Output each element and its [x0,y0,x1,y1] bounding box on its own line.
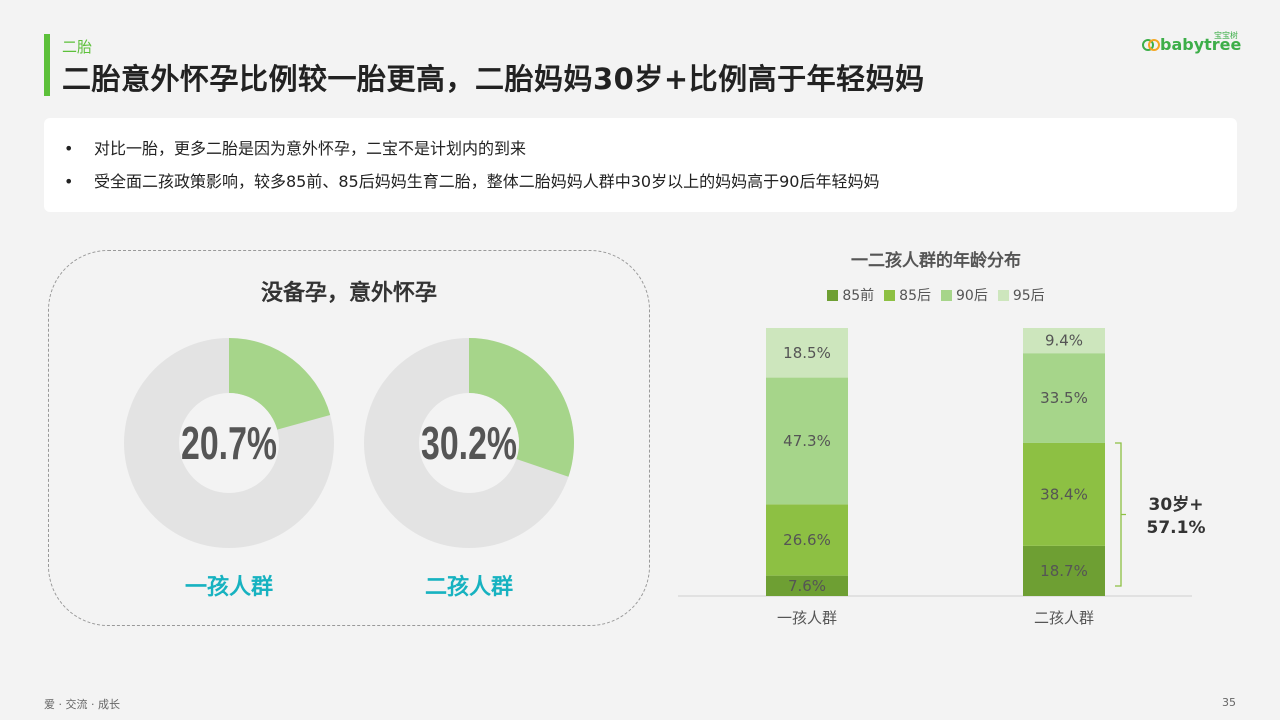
donut-category-label: 二孩人群 [425,574,513,600]
bar-segment [766,504,848,576]
annotation-line1: 30岁+ [1149,494,1204,515]
bar-legend: 85前 85后 90后 95后 [680,285,1192,305]
bullet-item: • 受全面二孩政策影响，较多85前、85后妈妈生育二胎，整体二胎妈妈人群中30岁以… [64,172,880,191]
logo-text: babytree [1160,35,1242,54]
x-tick-label: 一孩人群 [777,609,837,627]
bar-segment [766,328,848,378]
legend-item-95: 95后 [997,285,1045,305]
donut-slice [229,338,331,430]
bar-segment [1023,328,1105,354]
bar-value-label: 9.4% [1045,332,1083,350]
page-title: 二胎意外怀孕比例较一胎更高，二胎妈妈30岁+比例高于年轻妈妈 [62,62,925,96]
donut-2: 30.2% 二孩人群 [364,338,574,600]
accent-bar [44,34,50,96]
donut-value-label: 30.2% [421,417,517,469]
footer-slogan: 爱 · 交流 · 成长 [44,698,120,711]
bar-value-label: 33.5% [1040,389,1088,407]
bar-value-label: 26.6% [783,531,831,549]
summary-box: • 对比一胎，更多二胎是因为意外怀孕，二宝不是计划内的到来 • 受全面二孩政策影响，… [44,118,1237,212]
bar-segment [766,575,848,596]
bullet-item: • 对比一胎，更多二胎是因为意外怀孕，二宝不是计划内的到来 [64,139,527,158]
annotation-line2: 57.1% [1147,518,1206,538]
donut-hole [179,393,279,493]
babytree-logo: babytree 宝宝树 [1142,31,1242,58]
tree-logo-icon [1142,39,1160,51]
bar-segment [1023,353,1105,443]
bracket-annotation [1115,442,1126,587]
donut-category-label: 一孩人群 [185,574,273,600]
donut-1: 20.7% 一孩人群 [124,338,334,600]
bar-value-label: 7.6% [788,577,826,595]
bar-stack-1: 7.6% 26.6% 47.3% 18.5% [766,328,848,596]
logo-sup: 宝宝树 [1214,31,1238,40]
bar-stack-2: 18.7% 38.4% 33.5% 9.4% [1023,328,1105,596]
donut-slice [469,338,574,477]
legend-item-85pre: 85前 [827,285,874,305]
donut-panel: 没备孕，意外怀孕 [48,250,650,626]
legend-item-85: 85后 [884,285,931,305]
bar-segment [1023,442,1105,546]
bar-chart-title: 一二孩人群的年龄分布 [851,251,1021,271]
donut-panel-title: 没备孕，意外怀孕 [260,281,437,306]
donut-value-label: 20.7% [181,417,277,469]
bar-segment [1023,545,1105,596]
bar-value-label: 47.3% [783,432,831,450]
legend-item-90: 90后 [941,285,988,305]
bar-segment [766,377,848,505]
page-number: 35 [1222,696,1236,709]
x-tick-label: 二孩人群 [1034,609,1094,627]
bar-value-label: 18.5% [783,344,831,362]
section-subtitle: 二胎 [62,38,93,56]
donut-hole [419,393,519,493]
bar-value-label: 18.7% [1040,562,1088,580]
bar-value-label: 38.4% [1040,485,1088,503]
